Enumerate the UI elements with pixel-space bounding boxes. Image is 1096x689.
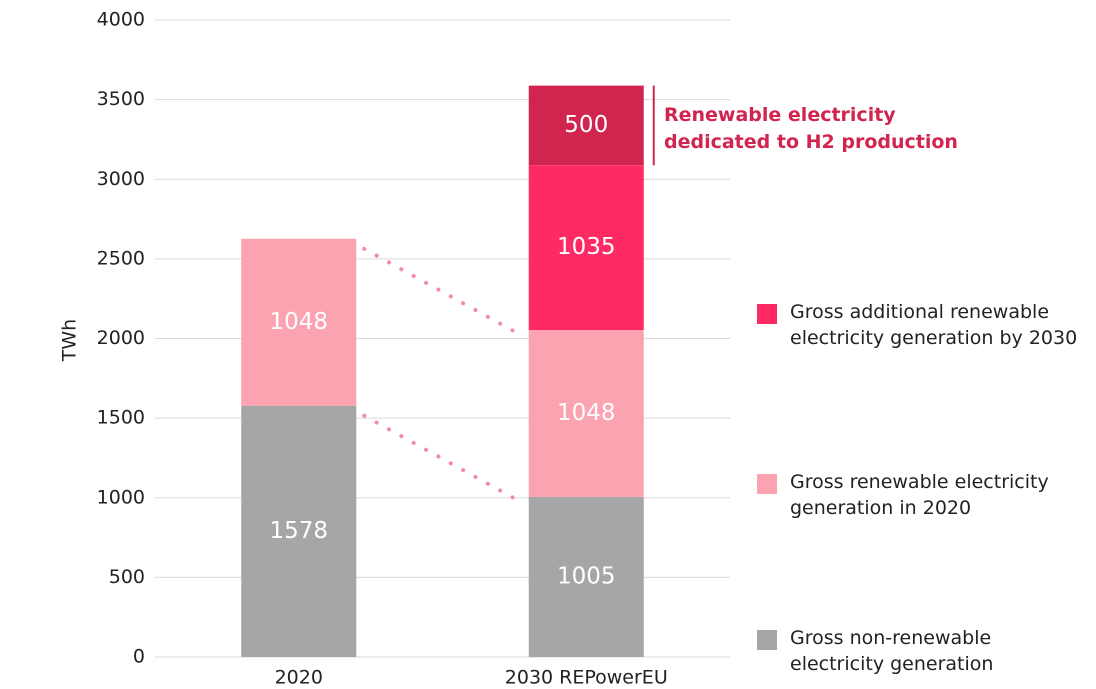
legend-swatch — [757, 474, 777, 494]
value-label: 1005 — [557, 563, 616, 589]
y-tick-label: 2000 — [97, 327, 145, 349]
annotation: Renewable electricity dedicated to H2 pr… — [664, 104, 958, 153]
bar-segment — [528, 85, 644, 166]
y-tick-label: 1500 — [97, 407, 145, 429]
x-tick-label: 2030 REPowerEU — [505, 667, 668, 689]
y-tick-label: 3000 — [97, 168, 145, 190]
legend-label: Gross additional renewable electricity g… — [790, 301, 1078, 349]
bar-segment — [241, 405, 357, 657]
value-label: 500 — [564, 112, 608, 138]
y-tick-label: 0 — [133, 646, 145, 668]
y-tick-label: 3500 — [97, 88, 145, 110]
y-tick-label: 500 — [109, 566, 145, 588]
value-label: 1578 — [269, 518, 328, 544]
legend-swatch — [757, 304, 777, 324]
y-tick-label: 4000 — [97, 9, 145, 31]
y-tick-label: 2500 — [97, 247, 145, 269]
connector — [362, 413, 525, 505]
bar-segment — [241, 238, 357, 406]
x-tick-label: 2020 — [275, 667, 323, 689]
bar-segment — [528, 330, 644, 497]
y-tick-label: 1000 — [97, 486, 145, 508]
bar-segment — [528, 165, 644, 331]
value-label: 1035 — [557, 234, 616, 260]
y-axis-label: TWh — [59, 319, 81, 362]
legend-label: Gross non-renewable electricity generati… — [790, 627, 994, 675]
legend-label: Gross renewable electricity generation i… — [790, 471, 1049, 519]
value-label: 1048 — [557, 400, 616, 426]
bar-segment — [528, 496, 644, 657]
value-label: 1048 — [269, 309, 328, 335]
connector — [362, 246, 525, 339]
legend-swatch — [757, 630, 777, 650]
